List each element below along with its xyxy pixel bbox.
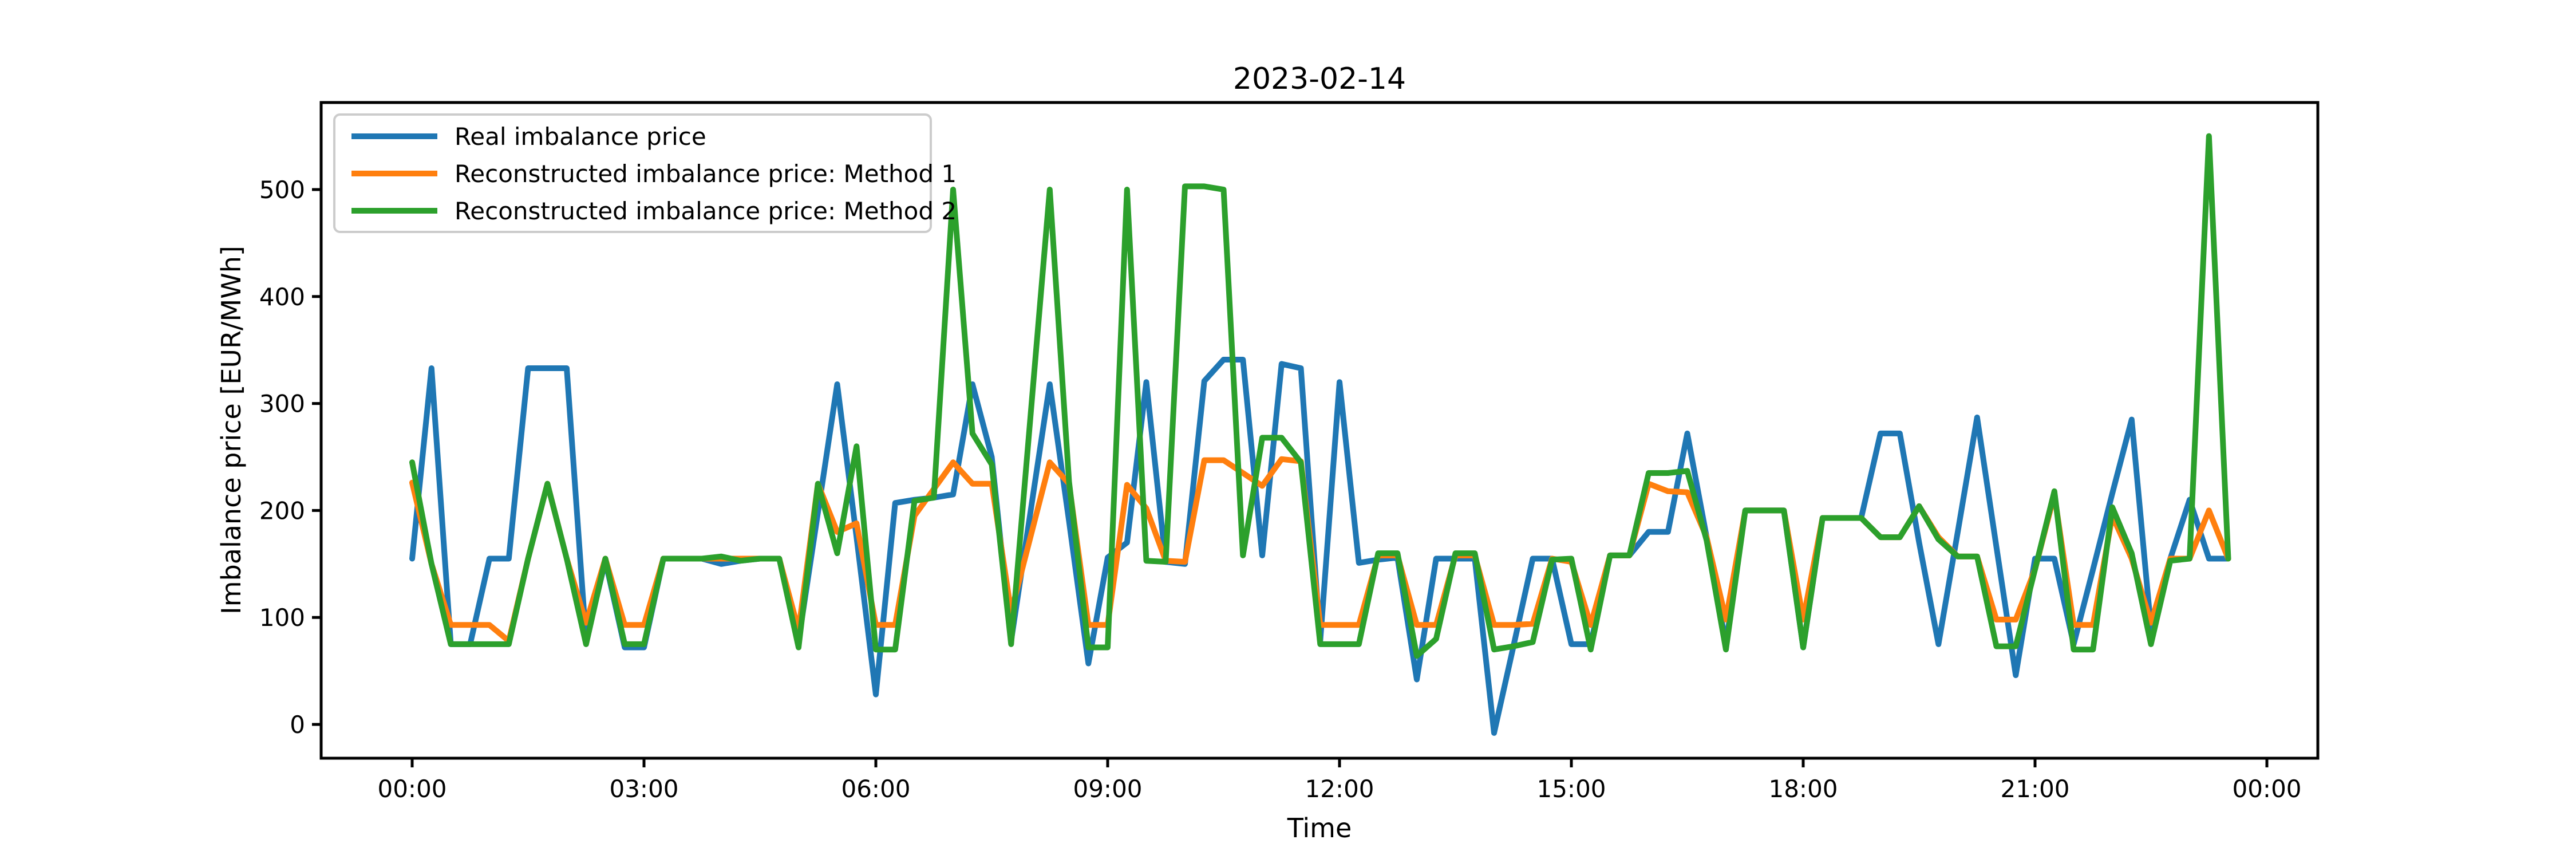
series-lines [409,133,2231,736]
y-tick-label: 100 [259,604,305,632]
x-tick-label: 09:00 [1073,775,1142,803]
chart-title: 2023-02-14 [1233,62,1406,96]
plot-area-frame [319,101,2320,760]
x-tick-label: 06:00 [841,775,910,803]
x-tick-label: 15:00 [1536,775,1606,803]
legend-entry-label: Reconstructed imbalance price: Method 1 [455,160,957,188]
legend-entry-label: Reconstructed imbalance price: Method 2 [455,197,957,225]
y-tick-label: 0 [290,711,305,739]
series-line-3 [409,133,2231,659]
legend-box [333,113,932,233]
x-tick-label: 00:00 [377,775,447,803]
y-tick-label: 300 [259,390,305,418]
legend-entry-label: Real imbalance price [455,123,706,151]
y-axis-label: Imbalance price [EUR/MWh] [216,246,247,614]
series-line-1 [409,357,2231,736]
x-tick-label: 00:00 [2232,775,2301,803]
x-axis-label: Time [1287,813,1352,844]
x-tick-label: 18:00 [1768,775,1838,803]
axis-ticks: 00:00 03:00 06:00 09:00 12:00 15:00 18:00 21:00… [259,176,2302,803]
y-tick-label: 400 [259,283,305,311]
legend: Real imbalance price Reconstructed imbala… [333,113,957,233]
x-tick-label: 03:00 [609,775,678,803]
y-tick-label: 200 [259,497,305,525]
y-tick-label: 500 [259,176,305,204]
x-tick-label: 21:00 [2000,775,2069,803]
x-tick-label: 12:00 [1305,775,1374,803]
